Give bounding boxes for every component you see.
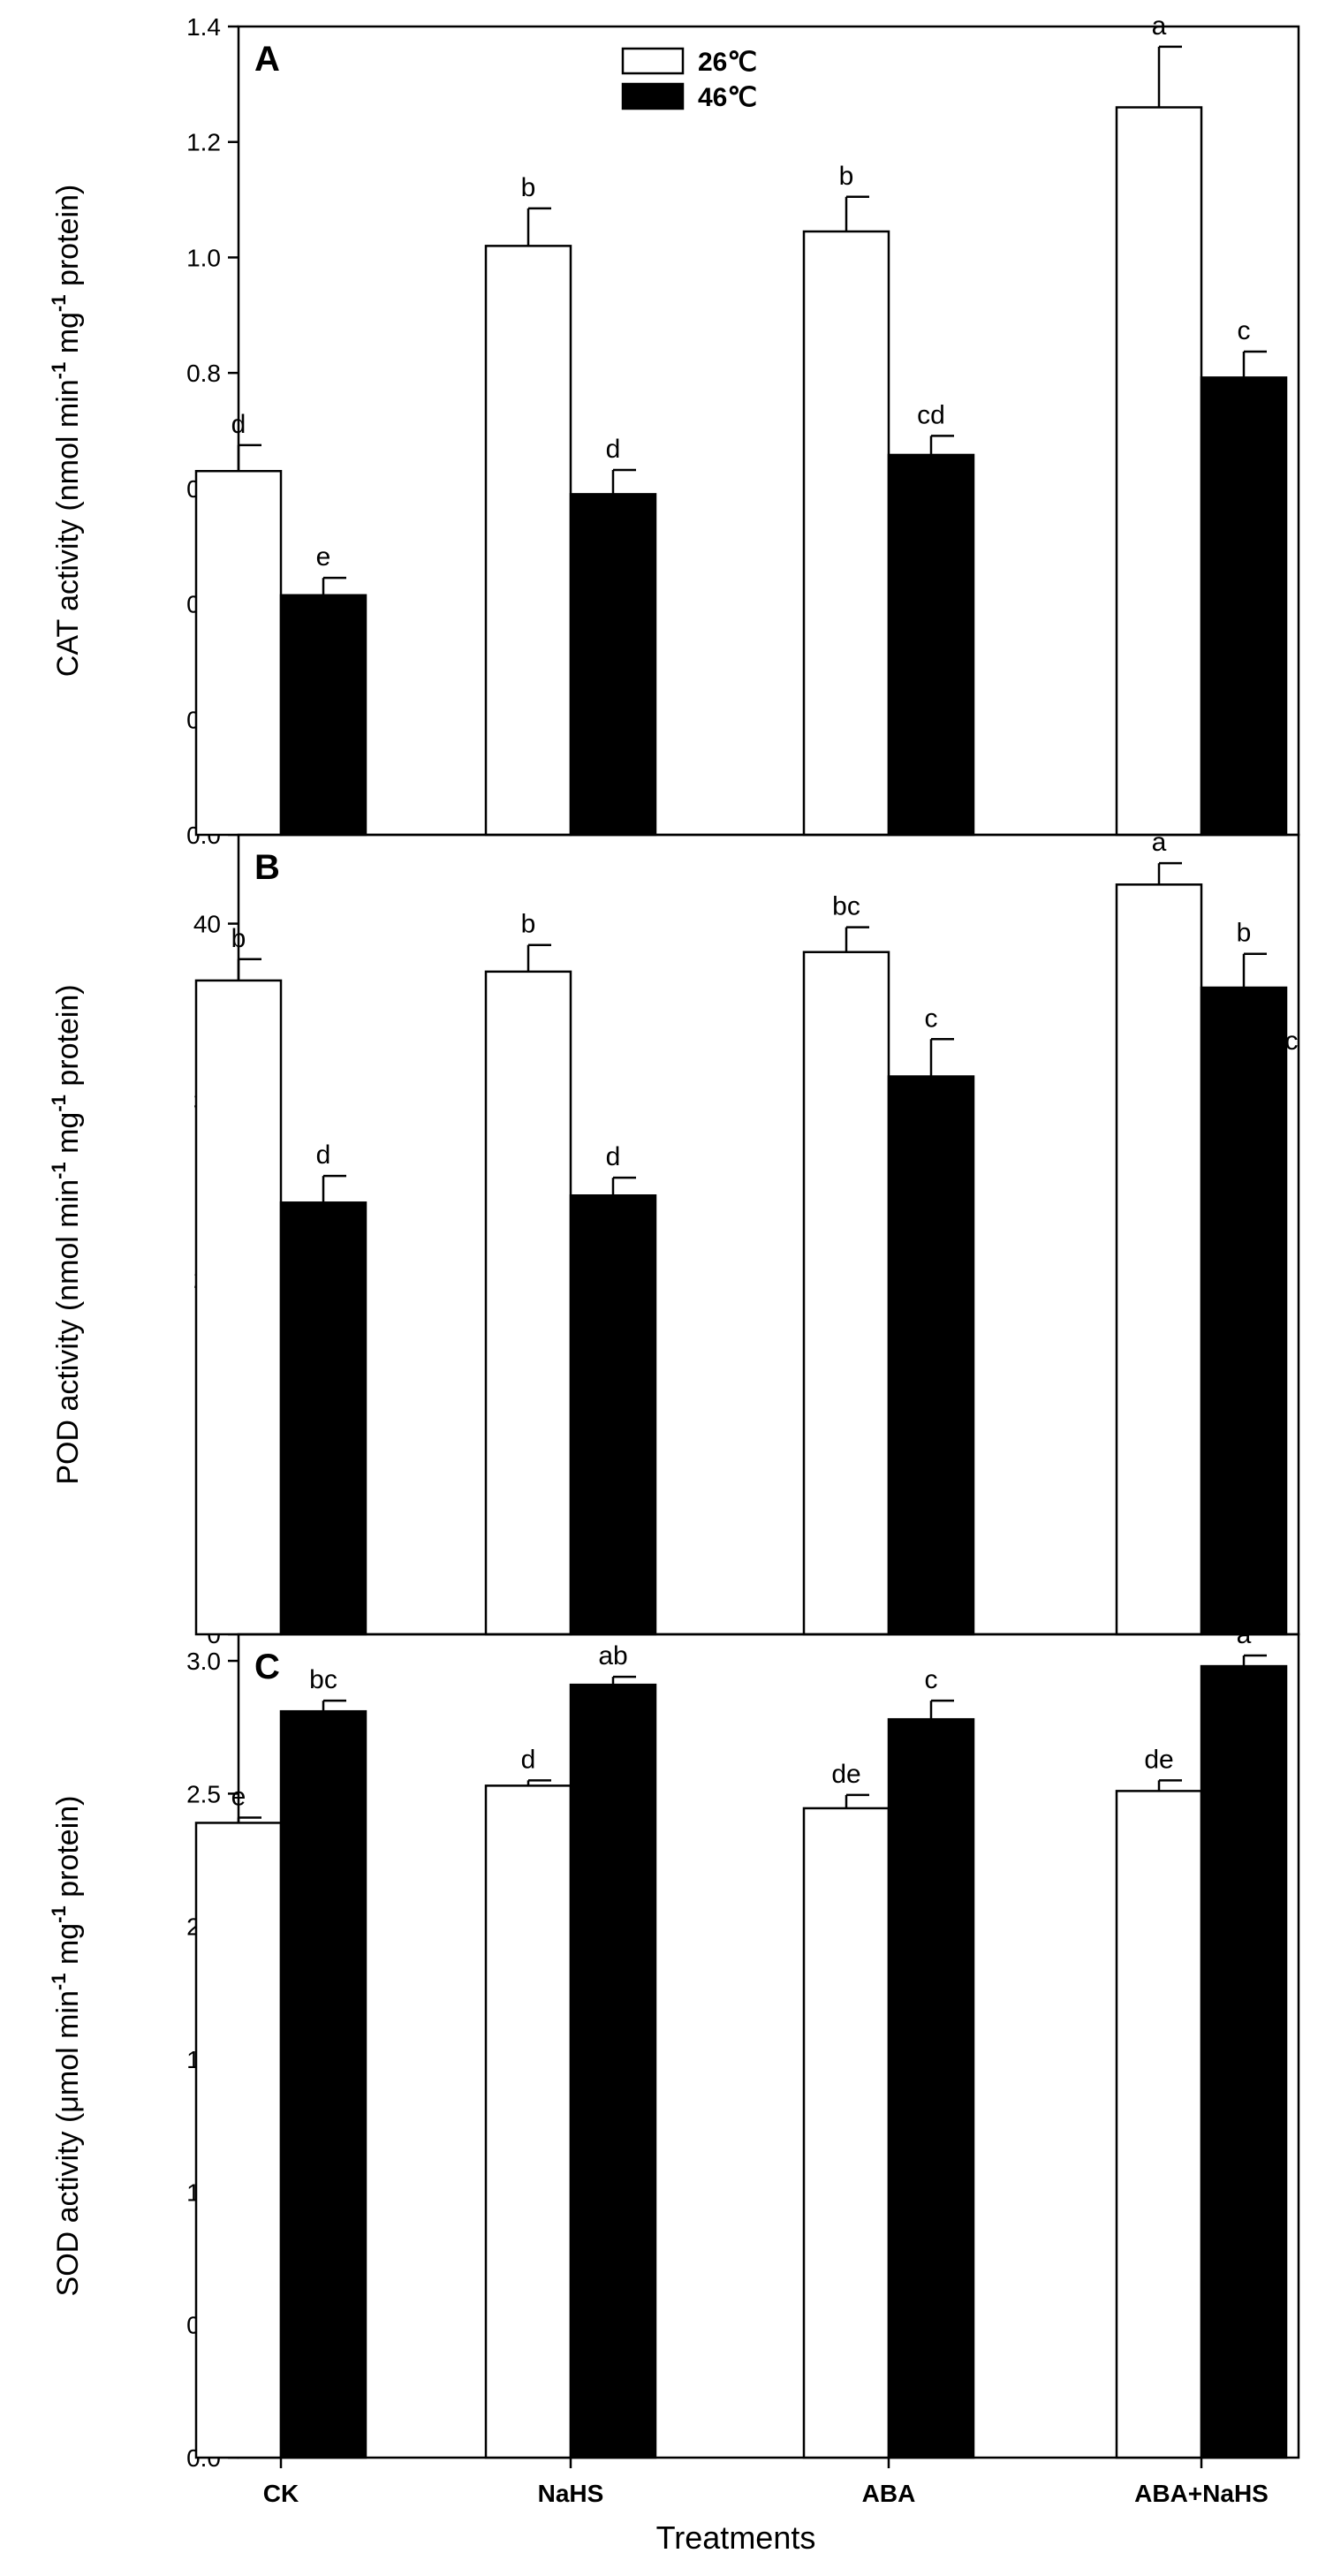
x-tick-label: ABA+NaHS bbox=[1134, 2480, 1269, 2507]
significance-label: b bbox=[521, 910, 536, 939]
y-axis-title-part: protein) bbox=[51, 984, 85, 1095]
y-axis-title: SOD activity (μmol min-1 mg-1 protein) bbox=[48, 1796, 85, 2297]
legend-swatch-46 bbox=[621, 82, 685, 110]
panel-letter: A bbox=[254, 40, 280, 79]
significance-label: de bbox=[831, 1760, 860, 1789]
bar-b-46c-aba bbox=[887, 1075, 975, 1636]
extra-significance-label: c bbox=[1285, 1027, 1299, 1056]
bar-b-26c-aba+nahs bbox=[1115, 883, 1203, 1636]
bar-c-46c-aba bbox=[887, 1717, 975, 2459]
y-axis-title-part: mg bbox=[51, 312, 85, 362]
y-axis-title-superscript: -1 bbox=[48, 1095, 70, 1112]
significance-label: bc bbox=[309, 1665, 337, 1694]
bar-a-26c-ck bbox=[194, 470, 283, 837]
bar-c-26c-aba bbox=[802, 1807, 890, 2459]
significance-label: ab bbox=[598, 1641, 627, 1671]
significance-label: a bbox=[1152, 828, 1167, 857]
significance-label: de bbox=[1144, 1745, 1173, 1774]
bar-b-26c-nahs bbox=[484, 970, 572, 1636]
y-axis-title-part: mg bbox=[51, 1923, 85, 1974]
legend-swatch-26 bbox=[621, 47, 685, 75]
significance-label: d bbox=[606, 1142, 621, 1171]
y-axis-title-superscript: -1 bbox=[48, 362, 70, 380]
significance-label: c bbox=[925, 1665, 938, 1694]
bar-b-26c-ck bbox=[194, 979, 283, 1636]
x-tick-label: NaHS bbox=[538, 2480, 604, 2507]
bar-a-26c-aba+nahs bbox=[1115, 106, 1203, 837]
x-tick-label: ABA bbox=[862, 2480, 916, 2507]
y-tick-label: 1.4 bbox=[186, 13, 221, 41]
bar-b-26c-aba bbox=[802, 951, 890, 1636]
y-axis-title-superscript: -1 bbox=[48, 295, 70, 313]
y-axis-title-part: CAT activity (nmol min bbox=[51, 379, 85, 677]
bar-c-26c-aba+nahs bbox=[1115, 1790, 1203, 2459]
y-tick-label: 1.2 bbox=[186, 129, 221, 156]
significance-label: b bbox=[521, 173, 536, 202]
significance-label: c bbox=[925, 1004, 938, 1033]
significance-label: a bbox=[1237, 1620, 1252, 1649]
y-axis-title: POD activity (nmol min-1 mg-1 protein) bbox=[48, 984, 85, 1484]
significance-label: cd bbox=[917, 400, 945, 429]
panel-letter: C bbox=[254, 1648, 280, 1686]
y-tick-label: 2.5 bbox=[186, 1780, 221, 1807]
significance-label: b bbox=[231, 924, 246, 953]
panel-letter: B bbox=[254, 848, 280, 887]
significance-label: d bbox=[606, 435, 621, 464]
legend-label-26: 26℃ bbox=[698, 48, 757, 77]
x-axis-title: Treatments bbox=[656, 2519, 816, 2556]
legend-label-46: 46℃ bbox=[698, 83, 757, 112]
significance-label: bc bbox=[832, 892, 860, 921]
y-axis-title-part: POD activity (nmol min bbox=[51, 1179, 85, 1485]
bar-c-26c-ck bbox=[194, 1822, 283, 2459]
bar-c-46c-ck bbox=[279, 1709, 367, 2459]
y-axis-title-superscript: -1 bbox=[48, 1162, 70, 1179]
significance-label: d bbox=[521, 1745, 536, 1774]
bar-a-26c-aba bbox=[802, 230, 890, 837]
bar-a-46c-aba bbox=[887, 453, 975, 837]
significance-label: b bbox=[839, 162, 854, 191]
y-axis-title-superscript: -1 bbox=[48, 1905, 70, 1923]
y-axis-title-part: protein) bbox=[51, 1796, 85, 1906]
bar-a-46c-aba+nahs bbox=[1200, 376, 1288, 837]
y-axis-title-part: SOD activity (μmol min bbox=[51, 1990, 85, 2296]
bar-a-46c-nahs bbox=[569, 493, 657, 837]
x-tick-label: CK bbox=[263, 2480, 299, 2507]
bar-c-46c-aba+nahs bbox=[1200, 1664, 1288, 2459]
y-tick-label: 0.8 bbox=[186, 360, 221, 387]
bar-b-46c-ck bbox=[279, 1201, 367, 1636]
legend: 26℃ 46℃ bbox=[621, 47, 757, 112]
y-tick-label: 1.0 bbox=[186, 244, 221, 271]
significance-label: c bbox=[1238, 316, 1251, 345]
significance-label: e bbox=[231, 1782, 246, 1811]
panel-b: 010203040POD activity (nmol min-1 mg-1 p… bbox=[48, 828, 1300, 1648]
bar-b-46c-nahs bbox=[569, 1194, 657, 1636]
y-axis-title-part: protein) bbox=[51, 185, 85, 295]
significance-label: d bbox=[316, 1140, 331, 1170]
significance-label: a bbox=[1152, 11, 1167, 41]
bar-a-46c-ck bbox=[279, 594, 367, 837]
bar-c-26c-nahs bbox=[484, 1784, 572, 2459]
bar-b-46c-aba+nahs bbox=[1200, 986, 1288, 1636]
bar-c-46c-nahs bbox=[569, 1683, 657, 2459]
y-axis-title: CAT activity (nmol min-1 mg-1 protein) bbox=[48, 185, 85, 677]
significance-label: b bbox=[1237, 919, 1252, 948]
y-axis-title-superscript: -1 bbox=[48, 1974, 70, 1991]
y-tick-label: 3.0 bbox=[186, 1648, 221, 1675]
y-tick-label: 40 bbox=[193, 911, 221, 938]
bar-a-26c-nahs bbox=[484, 245, 572, 837]
y-axis-title-part: mg bbox=[51, 1112, 85, 1163]
significance-label: d bbox=[231, 410, 246, 439]
significance-label: e bbox=[316, 542, 331, 572]
